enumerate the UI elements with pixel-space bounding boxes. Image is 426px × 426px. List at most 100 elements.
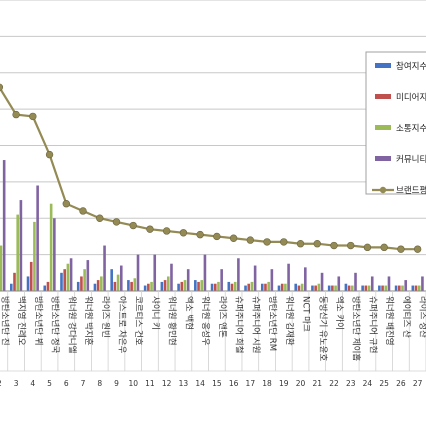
bar-1-5 [80,276,83,291]
rank-label-0: 2 [0,379,2,388]
bar-3-7 [119,265,123,291]
bar-2-21 [351,285,354,291]
bar-group-24 [394,280,408,291]
legend-swatch-1 [375,94,391,99]
category-label-24: 에이티즈 산 [401,296,412,338]
legend-item-4: 브랜드평판지수 [372,185,426,196]
rank-label-18: 20 [296,379,306,388]
bar-2-7 [116,274,120,291]
bar-1-21 [347,285,351,291]
bar-0-12 [194,280,197,291]
bar-1-6 [96,280,100,291]
bar-group-12 [194,254,207,291]
bar-2-9 [150,281,153,291]
bar-group-14 [227,258,240,291]
line-point-22 [363,243,372,252]
line-point-17 [280,238,288,246]
bar-2-18 [300,283,304,291]
bar-group-21 [344,272,357,291]
bar-3-23 [387,276,391,291]
bar-0-18 [294,283,298,291]
line-point-8 [129,221,137,230]
line-point-14 [229,234,238,242]
rank-label-6: 8 [97,379,102,388]
bar-3-22 [370,276,374,291]
bar-3-18 [304,267,307,291]
category-label-3: 방탄소년단 정국 [50,296,61,354]
bar-group-0 [0,160,6,291]
bar-0-3 [43,285,47,291]
bar-2-16 [267,281,270,291]
bar-group-6 [93,245,106,291]
line-point-21 [347,241,355,250]
bar-2-19 [317,283,321,291]
line-point-5 [79,207,87,215]
line-point-2 [29,112,37,121]
bar-2-2 [33,221,36,291]
rank-label-8: 10 [128,379,138,388]
bar-1-13 [213,283,217,291]
bar-0-14 [227,281,231,291]
bar-3-6 [103,245,106,291]
legend-label-0: 참여지수 [396,61,426,72]
bar-2-3 [49,203,53,291]
grid-lines [0,0,426,256]
rank-label-15: 17 [246,379,256,388]
rank-label-3: 5 [47,379,52,388]
category-label-6: 라이즈 원빈 [100,296,111,338]
bar-2-14 [233,281,237,291]
category-label-16: 방탄소년단 RM [267,296,278,351]
line-point-6 [96,214,104,222]
bar-3-19 [320,272,324,291]
bar-3-16 [270,269,274,291]
bar-1-7 [113,281,117,291]
bar-2-20 [334,285,337,291]
bar-3-1 [19,200,23,291]
line-point-13 [213,232,221,241]
category-label-0: 방탄소년단 진 [0,296,10,346]
line-point-7 [112,218,121,226]
bar-1-12 [197,281,200,291]
bar-group-9 [143,254,157,291]
bar-group-17 [277,263,290,291]
category-label-15: 슈퍼주니어 시원 [250,296,261,353]
legend-item-1: 미디어지수 [375,92,426,103]
legend-item-0: 참여지수 [375,61,426,72]
bar-0-15 [244,285,247,291]
bar-2-12 [200,280,204,291]
category-label-20: 엑소 카이 [334,296,345,330]
bar-0-21 [344,283,348,291]
category-label-13: 라이즈 앤톤 [217,296,228,338]
line-point-12 [196,230,204,239]
bar-1-3 [46,281,50,291]
legend-label-2: 소통지수 [396,124,426,134]
legend-label-3: 커뮤니티지수 [396,154,426,165]
line-point-20 [330,241,338,250]
bar-1-14 [230,283,234,291]
rank-label-21: 23 [346,379,356,388]
bar-3-11 [186,269,190,291]
bar-0-17 [277,285,281,291]
bar-3-5 [86,260,90,291]
rank-label-5: 7 [81,379,86,388]
line-point-10 [162,227,171,235]
bar-3-4 [69,258,73,291]
rank-label-22: 24 [363,379,373,388]
bar-group-16 [260,269,274,291]
bar-2-15 [250,281,254,291]
rank-label-11: 13 [179,379,189,388]
legend-swatch-3 [375,156,391,161]
bar-0-11 [177,283,180,291]
bar-group-1 [9,200,23,291]
bar-0-25 [411,285,415,291]
legend-swatch-0 [375,63,391,68]
rank-label-16: 18 [262,379,272,388]
bar-group-13 [210,269,223,291]
rank-label-20: 22 [329,379,339,388]
category-label-14: 슈퍼주니어 희철 [234,296,245,354]
category-label-2: 방탄소년단 뷔 [33,296,44,346]
category-label-21: 방탄소년단 제이홉 [351,296,362,361]
bar-3-2 [36,185,39,291]
bar-1-23 [381,285,384,291]
bar-1-24 [398,285,401,291]
